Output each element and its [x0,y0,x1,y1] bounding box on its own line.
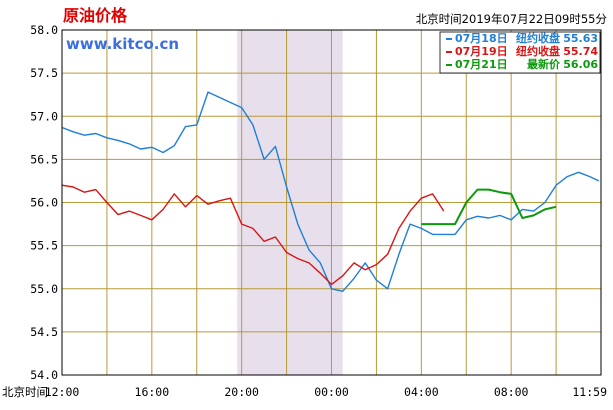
x-tick-label: 08:00 [494,385,529,399]
y-tick-label: 56.5 [30,152,58,166]
y-tick-label: 57.5 [30,66,58,80]
legend-label: 纽约收盘 [516,44,560,58]
y-tick-label: 57.0 [30,109,58,123]
series-line-1 [61,184,445,286]
legend-items: 07月18日 纽约收盘 55.63 07月19日 纽约收盘 55.74 07月21日 最新价 5… [446,31,598,71]
legend: 07月18日 纽约收盘 55.63 07月19日 纽约收盘 55.74 07月21日 最新价 5… [439,31,601,74]
y-axis-ticks: 54.0 54.5 55.0 55.5 56.0 56.5 57.0 57.5 58.0 [30,23,58,382]
x-tick-label: 20:00 [224,385,259,399]
legend-date: 07月21日 [455,58,508,71]
grid-lines [62,29,601,376]
y-tick-label: 54.0 [30,368,58,382]
legend-value: 56.06 [563,58,598,71]
legend-date: 07月19日 [455,45,508,58]
x-axis-prefix: 北京时间 [2,385,48,399]
y-tick-label: 55.0 [30,282,58,296]
legend-date: 07月18日 [455,32,508,45]
legend-label: 最新价 [527,57,561,71]
x-tick-label: 12:00 [45,385,80,399]
x-tick-label: 16:00 [135,385,170,399]
x-axis-ticks: 12:00 16:00 20:00 00:00 04:00 08:00 11:59 [45,385,607,399]
timestamp: 北京时间2019年07月22日09时55分 [416,12,608,26]
x-tick-label: 04:00 [404,385,439,399]
x-tick-label: 11:59 [572,385,607,399]
x-tick-label: 00:00 [314,385,349,399]
legend-value: 55.74 [563,45,598,58]
site-watermark: www.kitco.cn [66,35,179,53]
plot-border [61,29,602,376]
y-tick-label: 58.0 [30,23,58,37]
legend-label: 纽约收盘 [516,31,560,45]
y-tick-label: 56.0 [30,196,58,210]
series-lines [61,91,600,292]
series-line-0 [61,91,600,292]
legend-box [439,31,601,74]
y-tick-label: 55.5 [30,239,58,253]
chart-title: 原油价格 [63,6,128,25]
y-tick-label: 54.5 [30,325,58,339]
series-line-2 [421,188,557,226]
legend-value: 55.63 [563,32,598,45]
